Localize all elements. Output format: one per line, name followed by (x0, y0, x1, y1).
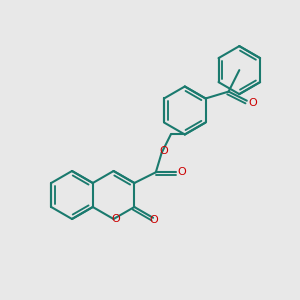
Text: O: O (248, 98, 257, 108)
Text: O: O (159, 146, 168, 156)
Text: O: O (178, 167, 187, 177)
Text: O: O (111, 214, 120, 224)
Text: O: O (150, 215, 158, 225)
